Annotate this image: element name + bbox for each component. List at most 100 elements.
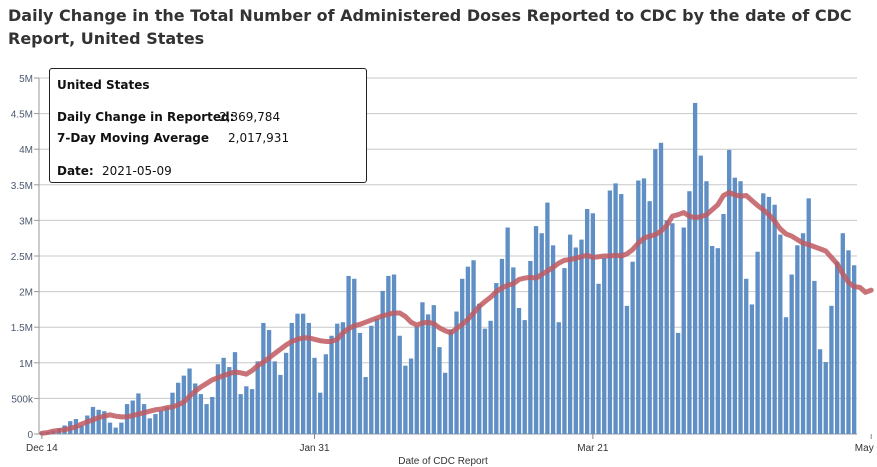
bar bbox=[573, 247, 578, 434]
bar bbox=[602, 258, 607, 434]
bar bbox=[96, 409, 101, 434]
bar bbox=[658, 142, 664, 435]
bar bbox=[380, 290, 385, 434]
bar bbox=[607, 190, 613, 434]
bar bbox=[829, 305, 834, 434]
x-tick-label: Mar 21 bbox=[577, 443, 609, 454]
bar bbox=[329, 335, 334, 434]
bar bbox=[749, 304, 755, 434]
y-tick-label: 2M bbox=[19, 288, 33, 299]
bar bbox=[187, 368, 192, 434]
bar bbox=[204, 404, 209, 434]
bar bbox=[335, 323, 340, 434]
bar bbox=[357, 332, 363, 434]
bar bbox=[653, 149, 658, 434]
bar bbox=[244, 386, 249, 434]
y-tick-label: 500k bbox=[11, 394, 34, 405]
bar bbox=[545, 202, 550, 434]
bar bbox=[306, 322, 311, 434]
tooltip-panel: United States Daily Change in Reported: … bbox=[49, 68, 367, 183]
bar bbox=[636, 180, 641, 434]
bar bbox=[414, 326, 419, 434]
bar bbox=[408, 358, 414, 434]
tooltip-daily-row: Daily Change in Reported: bbox=[57, 110, 234, 124]
chart-title: Daily Change in the Total Number of Admi… bbox=[8, 6, 852, 48]
bar bbox=[289, 322, 294, 434]
bar bbox=[102, 411, 107, 434]
bar bbox=[323, 354, 329, 434]
bar bbox=[295, 313, 300, 434]
x-axis-label: Date of CDC Report bbox=[398, 456, 488, 467]
y-tick-label: 1M bbox=[19, 359, 33, 370]
bar bbox=[846, 250, 851, 434]
bar bbox=[812, 280, 817, 434]
bar bbox=[198, 394, 204, 434]
bar bbox=[698, 155, 703, 435]
bar bbox=[482, 328, 488, 434]
bar bbox=[681, 227, 686, 434]
bar bbox=[386, 275, 391, 434]
bar bbox=[272, 361, 277, 434]
bar bbox=[153, 414, 158, 434]
bar bbox=[505, 227, 510, 434]
bar bbox=[528, 260, 533, 434]
bar bbox=[630, 261, 635, 434]
y-tick-label: 3M bbox=[19, 216, 33, 227]
bar bbox=[579, 239, 584, 434]
bar bbox=[590, 213, 596, 434]
bar bbox=[113, 427, 118, 434]
bar bbox=[465, 266, 471, 434]
bar bbox=[670, 223, 675, 434]
bar bbox=[550, 245, 556, 434]
bar bbox=[352, 278, 357, 434]
tooltip-avg-label: 7-Day Moving Average bbox=[57, 131, 210, 145]
bar bbox=[460, 278, 465, 434]
bar bbox=[834, 261, 840, 434]
bar bbox=[119, 422, 124, 434]
bar bbox=[744, 278, 749, 434]
bar bbox=[340, 322, 346, 434]
bar bbox=[437, 347, 442, 434]
bar bbox=[300, 313, 306, 434]
bar bbox=[624, 305, 630, 434]
bar bbox=[516, 307, 522, 434]
bar bbox=[266, 330, 272, 434]
bar bbox=[391, 274, 397, 434]
bar bbox=[431, 305, 436, 434]
bar bbox=[613, 183, 618, 434]
bar bbox=[85, 415, 90, 434]
bar bbox=[619, 194, 624, 434]
bar bbox=[181, 375, 187, 434]
x-tick-label: May 09 bbox=[855, 443, 877, 454]
bar bbox=[647, 201, 652, 434]
moving-average-line bbox=[39, 190, 874, 436]
bar bbox=[448, 329, 453, 434]
x-tick-label: Jan 31 bbox=[299, 443, 329, 454]
tooltip-daily-value: 2,369,784 bbox=[219, 110, 281, 124]
bar bbox=[738, 181, 743, 434]
bar bbox=[176, 382, 181, 434]
bar bbox=[852, 265, 857, 434]
bar bbox=[539, 233, 544, 434]
bar bbox=[687, 191, 692, 434]
bar bbox=[477, 303, 482, 434]
bar bbox=[675, 332, 681, 434]
bar bbox=[193, 383, 198, 434]
bar bbox=[210, 396, 215, 434]
bar bbox=[255, 361, 260, 434]
bar bbox=[721, 213, 726, 434]
bar bbox=[147, 418, 152, 434]
x-tick-label: Dec 14 bbox=[26, 443, 58, 454]
bar bbox=[227, 367, 232, 434]
bar bbox=[107, 422, 113, 434]
bar bbox=[249, 389, 255, 434]
bar bbox=[499, 258, 505, 434]
bar bbox=[278, 374, 283, 434]
y-tick-label: 2.5M bbox=[11, 252, 33, 263]
bar bbox=[783, 317, 789, 434]
bar bbox=[704, 181, 709, 434]
bar bbox=[420, 302, 425, 434]
bar bbox=[221, 357, 226, 434]
bar bbox=[596, 283, 601, 434]
bar bbox=[488, 320, 493, 434]
